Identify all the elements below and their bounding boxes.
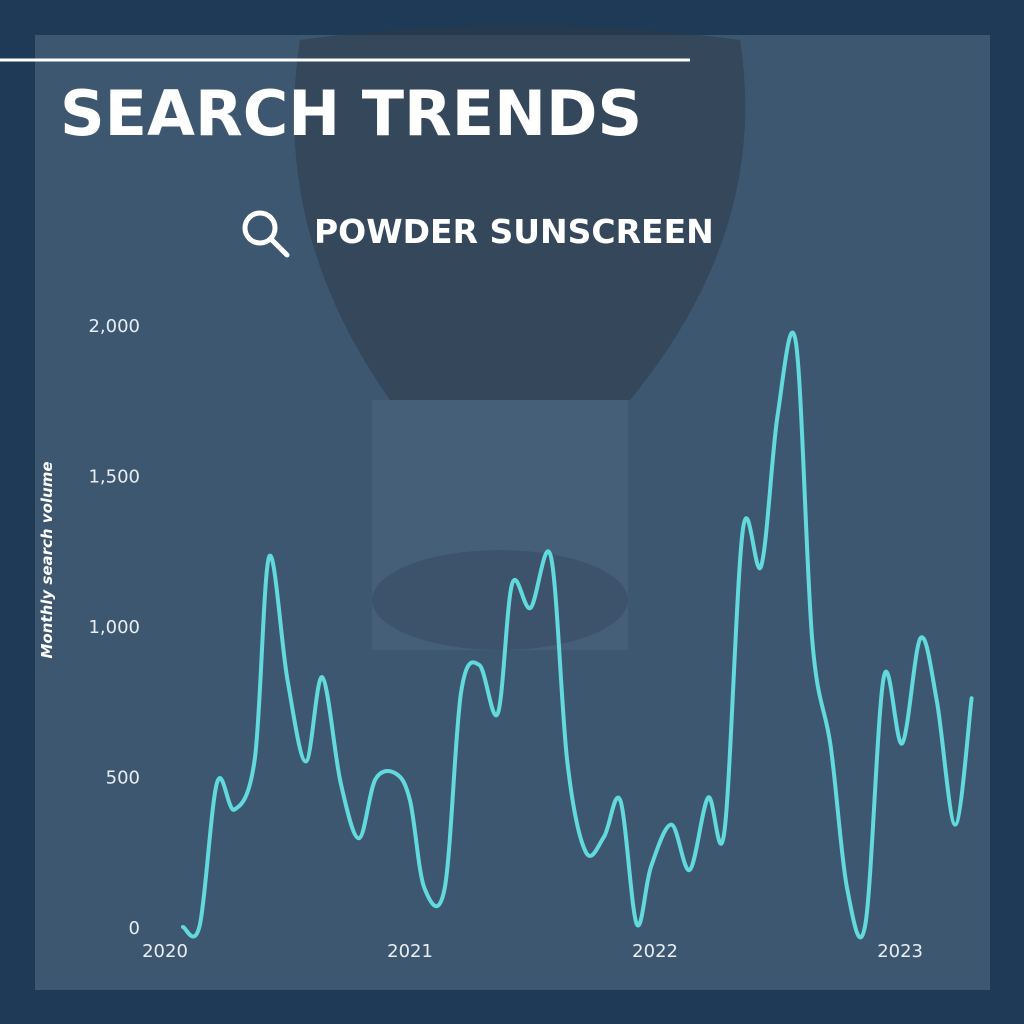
chart-title: SEARCH TRENDS	[60, 77, 642, 150]
y-tick-label: 0	[129, 918, 140, 939]
x-tick-label: 2020	[142, 941, 188, 962]
brush-image	[294, 25, 746, 650]
y-tick-label: 1,000	[88, 617, 140, 638]
y-tick-label: 500	[106, 768, 140, 789]
x-tick-label: 2021	[387, 941, 433, 962]
search-icon	[242, 210, 290, 258]
y-tick-label: 2,000	[88, 316, 140, 337]
y-tick-label: 1,500	[88, 467, 140, 488]
line-series	[180, 330, 974, 940]
x-tick-label: 2022	[632, 941, 678, 962]
x-tick-label: 2023	[877, 941, 923, 962]
y-axis-label: Monthly search volume	[38, 461, 56, 658]
chart-subtitle: POWDER SUNSCREEN	[314, 212, 714, 251]
